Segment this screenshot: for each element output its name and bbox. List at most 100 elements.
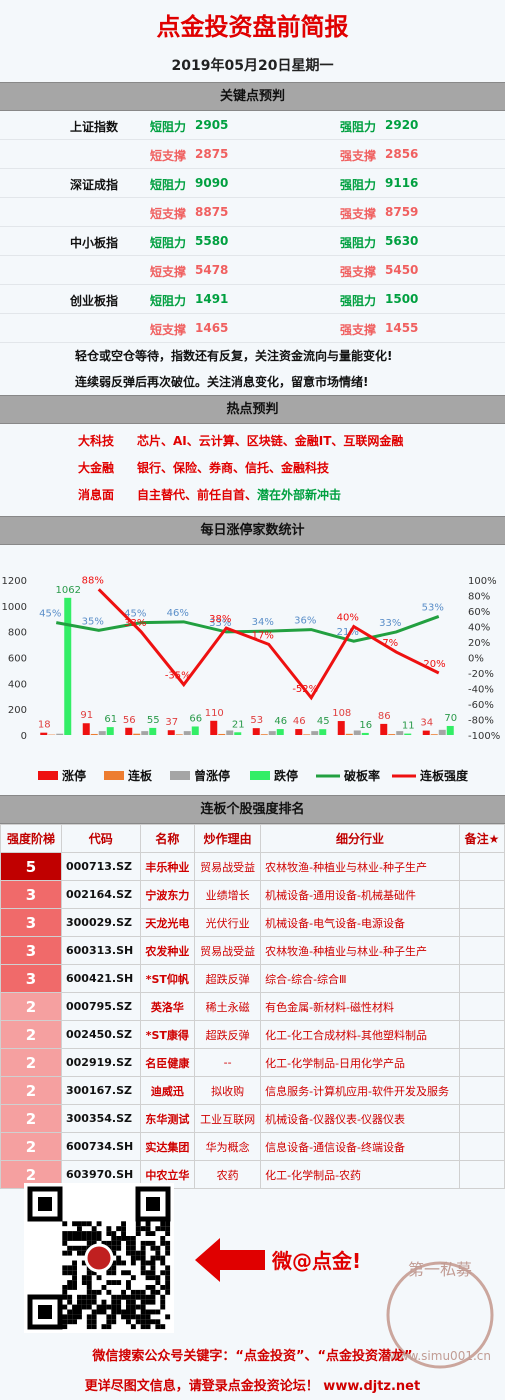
qr-cell: [150, 1260, 156, 1266]
qr-finder: [135, 1186, 171, 1222]
qr-cell: [165, 1314, 171, 1320]
table-cell: *ST康得: [139, 1020, 196, 1049]
qr-cell: [106, 1289, 112, 1295]
qr-cell: [86, 1275, 92, 1281]
qr-cell: [130, 1236, 136, 1241]
line-label: 40%: [337, 613, 359, 624]
line-label: 33%: [124, 618, 146, 629]
table-cell: 2: [0, 1132, 62, 1161]
bar: [295, 729, 303, 735]
qr-cell: [111, 1299, 117, 1305]
qr-cell: [77, 1294, 82, 1300]
qr-cell: [145, 1299, 151, 1305]
hot-label: 大科技: [78, 434, 115, 448]
qr-cell: [165, 1240, 171, 1246]
qr-cell: [86, 1289, 92, 1295]
line-label: 17%: [252, 630, 274, 641]
qr-cell: [145, 1260, 151, 1266]
qr-cell: [96, 1309, 102, 1315]
bar: [141, 731, 149, 735]
key-row: 创业板指 短阻力 1491 强阻力 1500: [0, 285, 505, 314]
qr-finder: [38, 1305, 52, 1319]
qr-cell: [130, 1304, 136, 1310]
qr-cell: [121, 1260, 126, 1266]
slogan: 微@点金!: [272, 1249, 362, 1273]
qr-cell: [111, 1245, 117, 1251]
table-cell: 300029.SZ: [61, 908, 141, 937]
note-cell: [458, 1160, 505, 1189]
table-row: 2 002919.SZ 名臣健康 -- 化工-化学制品-日用化学产品: [0, 1048, 505, 1077]
qr-cell: [121, 1236, 126, 1241]
qr-cell: [140, 1255, 146, 1261]
footer-line: 微信搜索公众号关键字：“点金投资”、“点金投资潜龙”: [92, 1349, 413, 1364]
qr-cell: [160, 1240, 166, 1246]
table-cell: 工业互联网: [194, 1104, 262, 1133]
hot-text: 芯片、AI、云计算、区块链、金融IT、互联网金融: [137, 428, 403, 455]
qr-cell: [111, 1265, 117, 1271]
table-cell: 机械设备-通用设备-机械基础件: [260, 880, 460, 909]
qr-cell: [77, 1231, 82, 1236]
qr-cell: [160, 1294, 166, 1300]
bar-label: 46: [293, 716, 306, 727]
y2-tick-label: 100%: [468, 576, 497, 587]
qr-cell: [130, 1324, 136, 1330]
key-value: 2905: [195, 118, 229, 132]
table-cell: 600421.SH: [61, 964, 141, 993]
qr-cell: [111, 1231, 117, 1236]
key-label: 短阻力: [150, 294, 187, 308]
qr-cell: [155, 1245, 161, 1251]
bar: [430, 734, 438, 735]
bar: [380, 723, 388, 735]
qr-cell: [91, 1236, 97, 1241]
key-label: 短支撑: [150, 265, 187, 279]
table-cell: 信息设备-通信设备-终端设备: [260, 1132, 460, 1161]
key-value: 2856: [385, 147, 419, 161]
note-cell: [458, 1104, 505, 1133]
qr-cell: [81, 1221, 87, 1227]
qr-cell: [106, 1226, 112, 1232]
bar: [191, 726, 199, 735]
bar: [311, 731, 319, 735]
qr-cell: [150, 1299, 156, 1305]
hot-text-part: 芯片、AI、云计算、区块链、金融IT、互联网金融: [137, 434, 404, 448]
line-label: 7%: [382, 638, 398, 649]
qr-cell: [130, 1289, 136, 1295]
key-value: 8875: [195, 205, 229, 219]
qr-cell: [77, 1221, 82, 1227]
bar: [361, 732, 369, 735]
line-label: 33%: [379, 618, 401, 629]
qr-cell: [111, 1314, 117, 1320]
y2-tick-label: 20%: [468, 638, 490, 649]
qr-cell: [140, 1314, 146, 1320]
qr-cell: [126, 1250, 131, 1256]
table-cell: 农林牧渔-种植业与林业-种子生产: [260, 852, 460, 881]
key-row: 深证成指 短阻力 9090 强阻力 9116: [0, 169, 505, 198]
bar-label: 1062: [56, 585, 81, 596]
y-tick-label: 1000: [2, 602, 27, 613]
table-cell: 600734.SH: [61, 1132, 141, 1161]
hot-label: 大金融: [78, 461, 115, 475]
notes: 轻仓或空仓等待，指数还有反复，关注资金流向与量能变化! 连续弱反弹后再次破位。关注…: [0, 343, 505, 395]
key-value: 5580: [195, 234, 229, 248]
qr-cell: [126, 1299, 131, 1305]
legend-swatch: [104, 771, 124, 780]
qr-cell: [126, 1245, 131, 1251]
table-cell: 3: [0, 908, 62, 937]
qr-cell: [86, 1280, 92, 1285]
hot-label: 消息面: [78, 488, 115, 502]
table-cell: 天龙光电: [139, 908, 196, 937]
qr-cell: [62, 1240, 68, 1246]
key-value: 9116: [385, 176, 419, 190]
qr-cell: [101, 1299, 107, 1305]
qr-cell: [130, 1245, 136, 1251]
line-label: 38%: [209, 614, 231, 625]
line-label: 53%: [422, 602, 444, 613]
qr-code: [24, 1183, 174, 1333]
qr-cell: [126, 1309, 131, 1315]
legend-swatch: [170, 771, 190, 780]
footer-line: 更详尽图文信息，请登录点金投资论坛！ www.djtz.net: [84, 1379, 421, 1394]
index-name: 上证指数: [70, 120, 119, 134]
qr-cell: [150, 1309, 156, 1315]
qr-cell: [86, 1324, 92, 1330]
qr-cell: [67, 1309, 73, 1315]
